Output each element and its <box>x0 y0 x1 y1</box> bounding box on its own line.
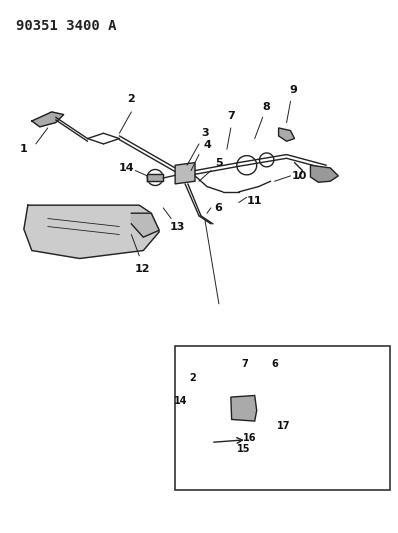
Text: 12: 12 <box>135 264 150 274</box>
Bar <box>175 346 390 490</box>
Text: 14: 14 <box>119 163 135 173</box>
Polygon shape <box>131 213 159 237</box>
Text: 11: 11 <box>247 197 262 206</box>
Text: 9: 9 <box>290 85 298 94</box>
Text: 10: 10 <box>292 171 307 181</box>
Text: 2: 2 <box>127 94 135 103</box>
Text: 90351 3400 A: 90351 3400 A <box>16 19 117 33</box>
Text: 16: 16 <box>243 433 257 443</box>
Polygon shape <box>279 128 295 141</box>
Text: 5: 5 <box>215 158 223 167</box>
Polygon shape <box>147 174 163 181</box>
Polygon shape <box>231 395 257 421</box>
Text: 17: 17 <box>277 422 290 431</box>
Text: 13: 13 <box>170 222 185 231</box>
Text: 14: 14 <box>174 397 188 406</box>
Text: 6: 6 <box>271 359 278 368</box>
Polygon shape <box>175 163 195 184</box>
Polygon shape <box>32 112 64 127</box>
Polygon shape <box>24 205 159 259</box>
Text: 4: 4 <box>203 140 211 150</box>
Polygon shape <box>310 165 338 182</box>
Text: 7: 7 <box>227 111 235 121</box>
Text: 2: 2 <box>190 374 196 383</box>
Text: 15: 15 <box>237 444 250 454</box>
Text: 8: 8 <box>263 102 271 111</box>
Text: 3: 3 <box>201 128 209 138</box>
Text: 7: 7 <box>242 359 248 368</box>
Text: 1: 1 <box>20 144 28 154</box>
Text: 6: 6 <box>214 203 222 213</box>
